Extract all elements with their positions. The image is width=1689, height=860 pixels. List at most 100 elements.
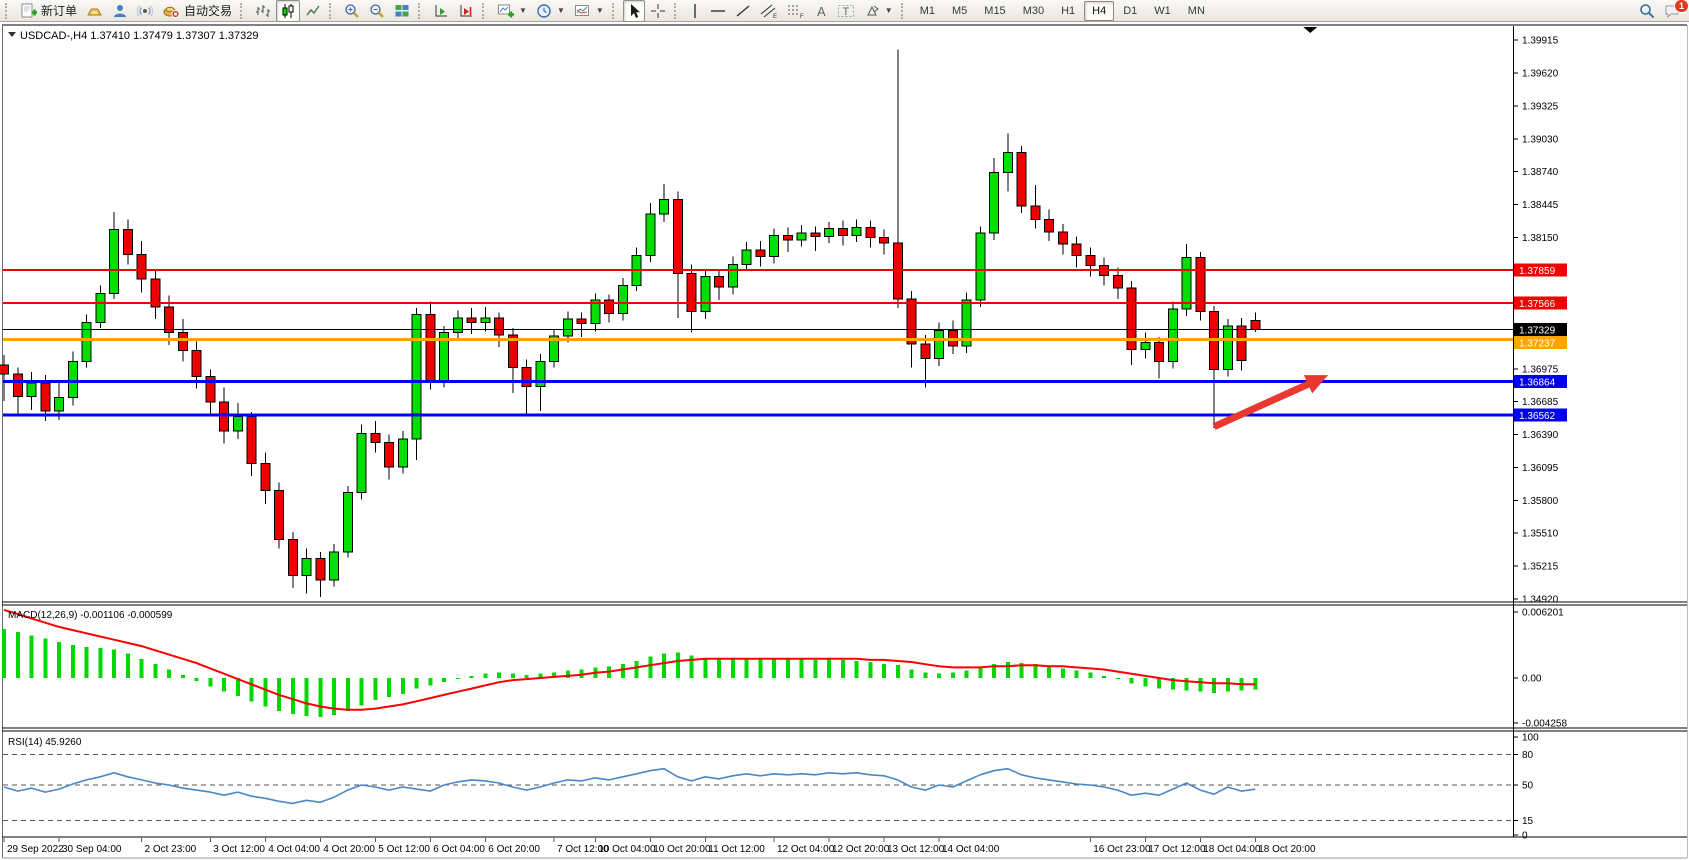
- timeframe-m15[interactable]: M15: [984, 4, 1006, 17]
- svg-text:1.39915: 1.39915: [1522, 36, 1559, 47]
- price-badge-1.36864: 1.36864: [1514, 374, 1567, 388]
- svg-text:14 Oct 04:00: 14 Oct 04:00: [942, 844, 1000, 855]
- autotrading-label: 自动交易: [184, 4, 233, 18]
- toolbar-gripper[interactable]: [5, 2, 12, 19]
- svg-text:1.38740: 1.38740: [1522, 167, 1559, 178]
- candlestick-chart-icon: [280, 3, 296, 19]
- text-a-icon: A: [814, 3, 828, 19]
- macd-panel[interactable]: MACD(12,26,9) -0.001106 -0.000599: [2, 608, 1258, 718]
- svg-text:1.37237: 1.37237: [1519, 338, 1556, 349]
- svg-text:80: 80: [1522, 750, 1534, 761]
- chart-canvas[interactable]: USDCAD-,H4 1.37410 1.37479 1.37307 1.373…: [0, 22, 1689, 860]
- zoom-out-button[interactable]: [365, 0, 389, 22]
- cursor-arrow-icon: [627, 3, 641, 19]
- price-badge-1.37859: 1.37859: [1514, 263, 1567, 277]
- horizontal-line-button[interactable]: [706, 0, 730, 22]
- timeframe-h1[interactable]: H1: [1061, 4, 1076, 17]
- crosshair-button[interactable]: [646, 0, 670, 22]
- price-axis[interactable]: 1.39915 1.39620 1.39325 1.39030 1.38740 1.384…: [1513, 36, 1567, 842]
- svg-text:5 Oct 12:00: 5 Oct 12:00: [378, 844, 430, 855]
- price-badge-1.36562: 1.36562: [1514, 408, 1567, 422]
- toolbar-gripper[interactable]: [418, 2, 425, 19]
- svg-text:1.35215: 1.35215: [1522, 561, 1559, 572]
- community-button[interactable]: [108, 0, 132, 22]
- rsi-label: RSI(14) 45.9260: [8, 737, 82, 748]
- equidistant-channel-button[interactable]: E: [756, 0, 782, 22]
- chevron-down-icon: ▼: [595, 6, 604, 15]
- cursor-button[interactable]: [622, 0, 645, 22]
- svg-text:4 Oct 04:00: 4 Oct 04:00: [268, 844, 320, 855]
- text-button[interactable]: A: [810, 0, 832, 22]
- arrows-shapes-icon: [864, 3, 880, 19]
- gold-button[interactable]: [82, 0, 107, 22]
- svg-text:1.35510: 1.35510: [1522, 528, 1559, 539]
- toolbar-gripper[interactable]: [673, 2, 681, 19]
- timeframe-mn[interactable]: MN: [1187, 4, 1205, 17]
- trendline-icon: [735, 3, 751, 19]
- svg-text:1.36864: 1.36864: [1519, 377, 1556, 388]
- toolbar-gripper[interactable]: [240, 2, 247, 19]
- main-chart-panel[interactable]: USDCAD-,H4 1.37410 1.37479 1.37307 1.373…: [0, 27, 1513, 597]
- tile-windows-button[interactable]: [390, 0, 414, 22]
- toolbar-gripper[interactable]: [482, 2, 489, 19]
- arrows-button[interactable]: ▼: [860, 0, 897, 22]
- svg-text:7 Oct 12:00: 7 Oct 12:00: [557, 844, 609, 855]
- toolbar-gripper[interactable]: [329, 2, 336, 19]
- symbol-dropdown-icon: [8, 32, 16, 37]
- timeframe-h4[interactable]: H4: [1084, 0, 1115, 21]
- svg-text:12 Oct 04:00: 12 Oct 04:00: [777, 844, 835, 855]
- svg-text:12 Oct 20:00: 12 Oct 20:00: [832, 844, 890, 855]
- chart-window-frame: [0, 22, 1689, 860]
- svg-text:18 Oct 20:00: 18 Oct 20:00: [1258, 844, 1316, 855]
- svg-text:6 Oct 04:00: 6 Oct 04:00: [433, 844, 485, 855]
- svg-text:T: T: [842, 6, 849, 18]
- chart-candles-button[interactable]: [276, 0, 301, 22]
- signals-button[interactable]: [133, 0, 157, 22]
- zoom-in-button[interactable]: [340, 0, 364, 22]
- periods-button[interactable]: ▼: [532, 0, 569, 22]
- rsi-line: [3, 767, 1256, 805]
- new-chart-button[interactable]: ▼: [493, 0, 531, 22]
- timeframe-w1[interactable]: W1: [1154, 4, 1171, 17]
- notifications-button[interactable]: 1: [1660, 0, 1689, 22]
- line-chart-icon: [305, 3, 321, 19]
- timeframe-m30[interactable]: M30: [1022, 4, 1045, 17]
- rsi-panel[interactable]: RSI(14) 45.9260: [3, 737, 1513, 822]
- chart-shift-button[interactable]: [454, 0, 478, 22]
- svg-text:29 Sep 2022: 29 Sep 2022: [7, 844, 64, 855]
- text-label-icon: T: [837, 3, 855, 19]
- timeframe-m5[interactable]: M5: [952, 4, 968, 17]
- chart-bars-button[interactable]: [251, 0, 275, 22]
- trend-arrow-annotation: [1303, 375, 1329, 394]
- annotations[interactable]: [1212, 375, 1329, 430]
- autotrading-button[interactable]: 自动交易: [158, 0, 236, 22]
- timeframe-d1[interactable]: D1: [1123, 4, 1138, 17]
- horizontal-level-lines[interactable]: [3, 269, 1513, 417]
- templates-button[interactable]: ▼: [570, 0, 608, 22]
- svg-text:1.37329: 1.37329: [1519, 325, 1556, 336]
- notification-count-badge: 1: [1674, 0, 1689, 13]
- bar-chart-icon: [255, 3, 271, 19]
- chart-line-button[interactable]: [301, 0, 325, 22]
- svg-text:1.36975: 1.36975: [1522, 365, 1559, 376]
- chart-shift-marker: [1303, 27, 1318, 33]
- gold-ingot-icon: [86, 3, 103, 19]
- svg-text:17 Oct 12:00: 17 Oct 12:00: [1148, 844, 1206, 855]
- new-order-button[interactable]: 新订单: [16, 0, 81, 22]
- timeframe-m1[interactable]: M1: [919, 4, 935, 17]
- trendline-button[interactable]: [731, 0, 755, 22]
- svg-text:2 Oct 23:00: 2 Oct 23:00: [145, 844, 197, 855]
- zoom-in-icon: [344, 3, 360, 19]
- toolbar-gripper[interactable]: [900, 2, 908, 19]
- svg-text:1.34920: 1.34920: [1522, 595, 1559, 606]
- fibonacci-button[interactable]: F: [783, 0, 809, 22]
- svg-text:1.36562: 1.36562: [1519, 411, 1556, 422]
- vertical-line-button[interactable]: [685, 0, 705, 22]
- svg-text:30 Sep 04:00: 30 Sep 04:00: [62, 844, 122, 855]
- fibonacci-icon: F: [787, 3, 805, 19]
- search-button[interactable]: [1635, 0, 1659, 22]
- auto-scroll-button[interactable]: [429, 0, 453, 22]
- toolbar-gripper[interactable]: [611, 2, 619, 19]
- text-label-button[interactable]: T: [833, 0, 859, 22]
